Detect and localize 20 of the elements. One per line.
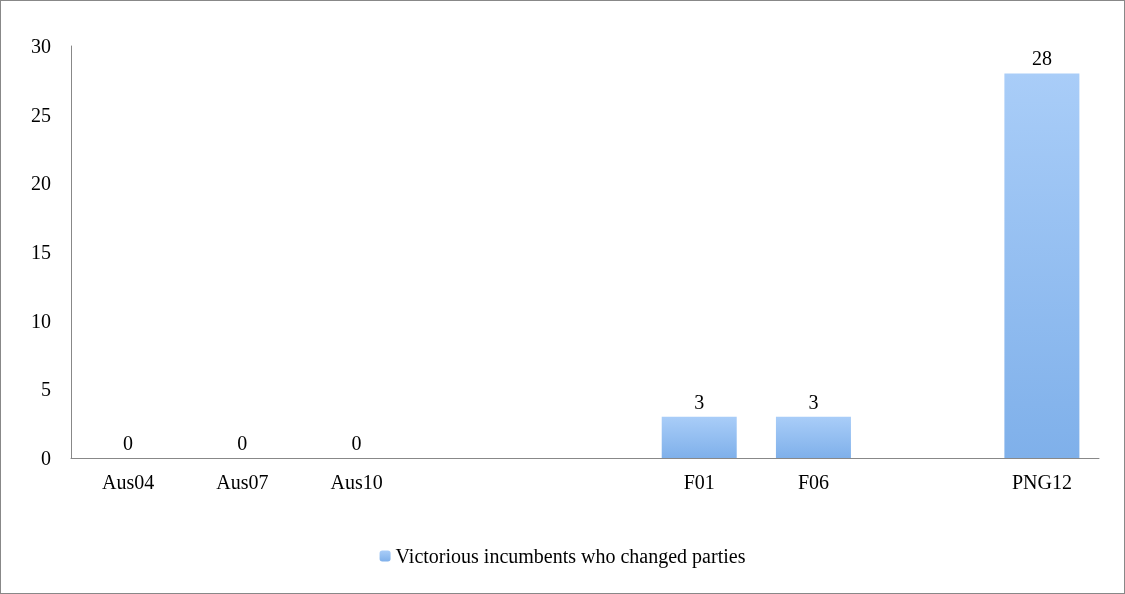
x-tick-label: F01 [683,471,715,493]
x-tick-label: Aus07 [216,471,269,493]
data-label: 28 [1031,47,1052,70]
y-tick-label: 25 [31,103,51,126]
data-label: 0 [123,432,134,454]
x-tick-label: Aus04 [101,471,155,493]
y-tick-label: 30 [31,35,51,57]
data-label: 3 [808,390,819,413]
y-tick-label: 0 [41,447,51,469]
y-tick-label: 20 [31,172,51,195]
y-tick-label: 15 [31,241,51,263]
data-label: 3 [694,390,705,413]
x-tick-label: F06 [797,471,830,493]
data-label: 0 [237,432,248,454]
legend-label: Victorious incumbents who changed parties [395,545,746,568]
data-label: 0 [351,432,362,454]
y-tick-label: 10 [31,309,51,332]
y-tick-label: 5 [41,378,51,401]
x-tick-label: Aus10 [330,471,383,493]
x-tick-label: PNG12 [1011,471,1072,493]
